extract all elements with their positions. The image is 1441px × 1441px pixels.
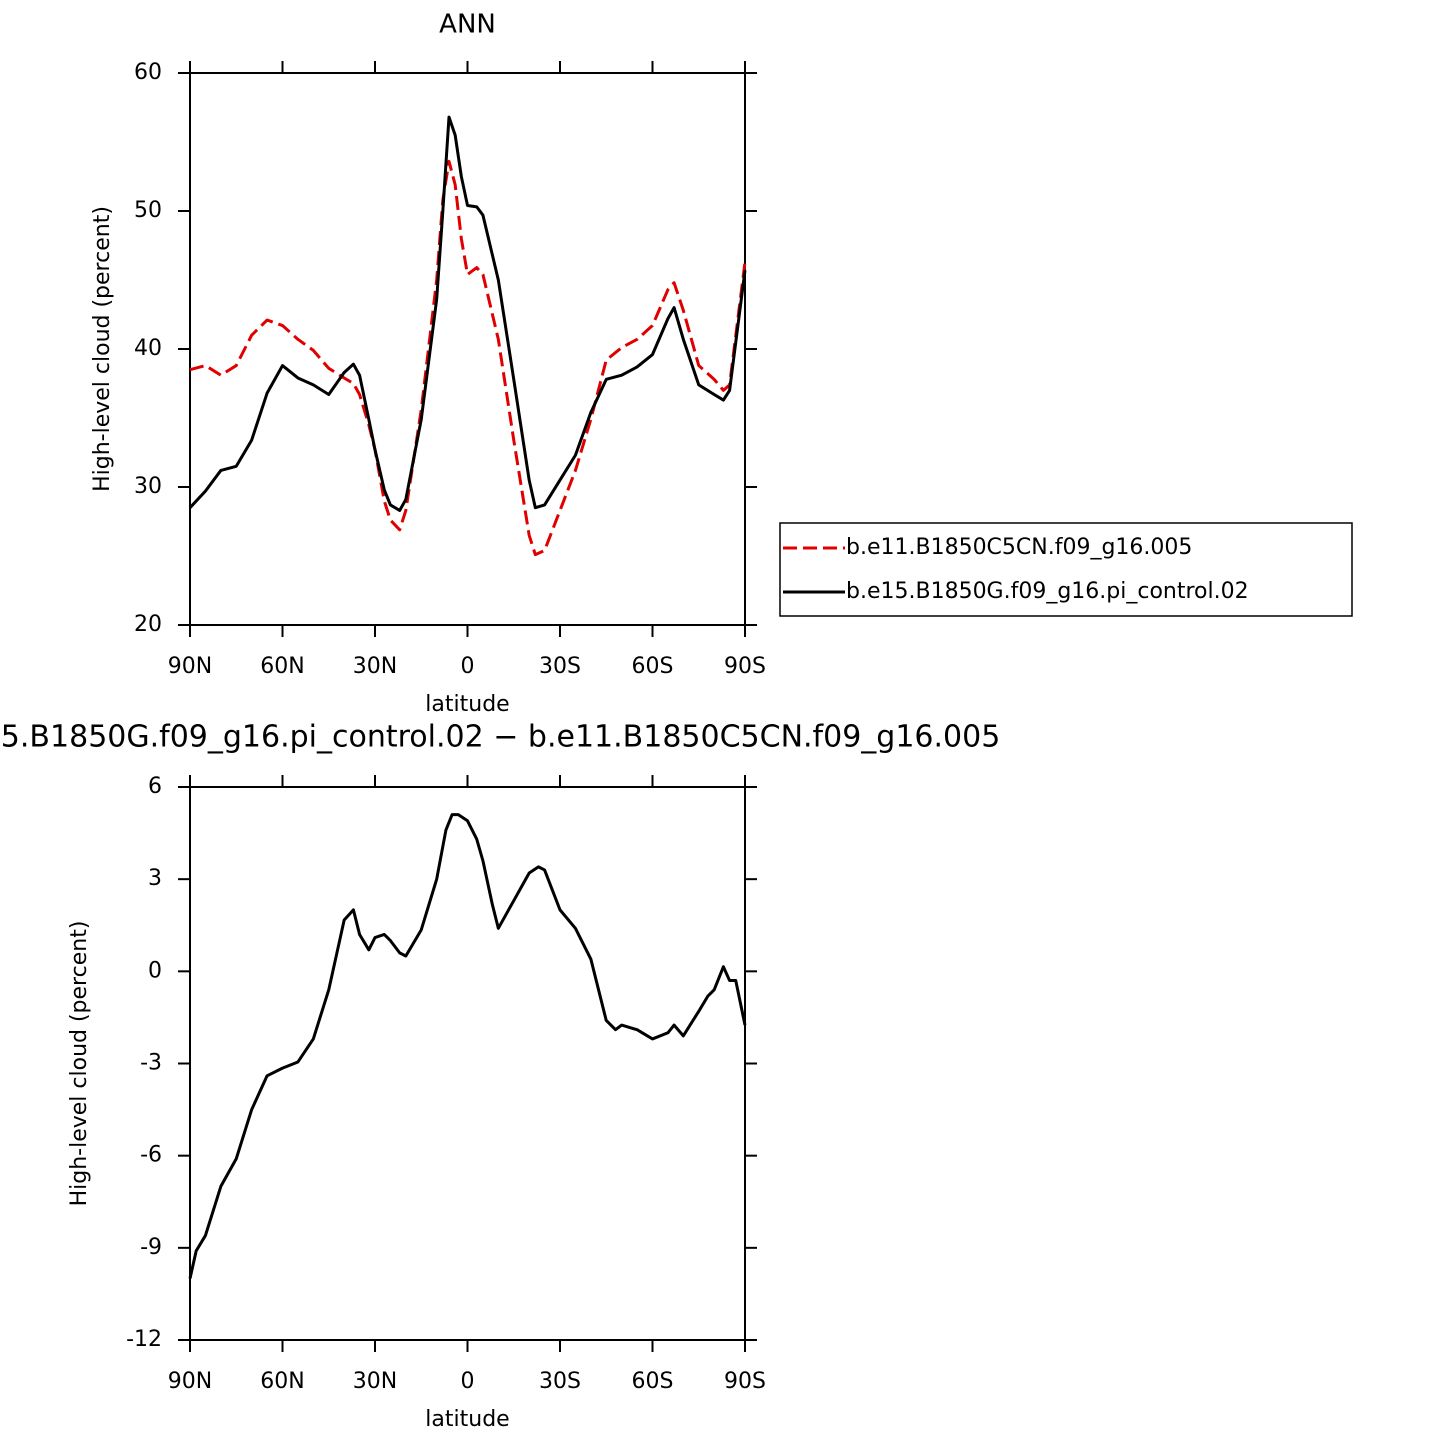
x-tick-label: 60N <box>260 1369 304 1394</box>
y-tick-label: 60 <box>134 60 162 85</box>
y-tick-label: 40 <box>134 336 162 361</box>
data-line <box>188 813 747 1279</box>
legend-label: b.e11.B1850C5CN.f09_g16.005 <box>846 535 1192 560</box>
y-tick-label: -9 <box>140 1235 162 1260</box>
y-axis-label: High-level cloud (percent) <box>90 206 115 492</box>
y-tick-label: 30 <box>134 474 162 499</box>
chart-title: b.e15.B1850G.f09_g16.pi_control.02 − b.e… <box>0 720 1000 755</box>
x-tick-label: 30S <box>539 654 581 679</box>
y-tick-label: 3 <box>148 866 162 891</box>
x-tick-label: 30S <box>539 1369 581 1394</box>
y-tick-label: 6 <box>148 774 162 799</box>
y-tick-label: -3 <box>140 1051 162 1076</box>
y-tick-label: 50 <box>134 198 162 223</box>
plot-frame <box>189 786 746 1341</box>
x-tick-label: 30N <box>353 1369 397 1394</box>
x-tick-label: 30N <box>353 654 397 679</box>
legend-box <box>779 522 1353 617</box>
x-axis-label: latitude <box>425 1407 509 1432</box>
y-tick-label: 20 <box>134 612 162 637</box>
x-tick-label: 0 <box>461 1369 475 1394</box>
x-tick-label: 90N <box>168 1369 212 1394</box>
y-axis-label: High-level cloud (percent) <box>67 921 92 1207</box>
data-line <box>188 115 747 512</box>
legend-label: b.e15.B1850G.f09_g16.pi_control.02 <box>846 579 1249 604</box>
x-tick-label: 0 <box>461 654 475 679</box>
x-tick-label: 90S <box>724 654 766 679</box>
x-axis-label: latitude <box>425 692 509 717</box>
chart-title: ANN <box>439 10 496 40</box>
plot-frame <box>189 72 746 626</box>
x-tick-label: 60S <box>632 1369 674 1394</box>
x-tick-label: 60S <box>632 654 674 679</box>
y-tick-label: -12 <box>126 1327 162 1352</box>
x-tick-label: 60N <box>260 654 304 679</box>
y-tick-label: 0 <box>148 958 162 983</box>
data-line <box>189 159 747 557</box>
x-tick-label: 90S <box>724 1369 766 1394</box>
x-tick-label: 90N <box>168 654 212 679</box>
y-tick-label: -6 <box>140 1143 162 1168</box>
